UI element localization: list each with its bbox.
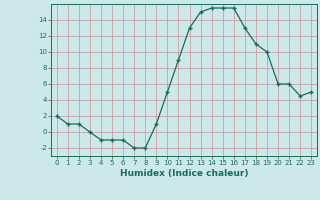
X-axis label: Humidex (Indice chaleur): Humidex (Indice chaleur): [120, 169, 248, 178]
